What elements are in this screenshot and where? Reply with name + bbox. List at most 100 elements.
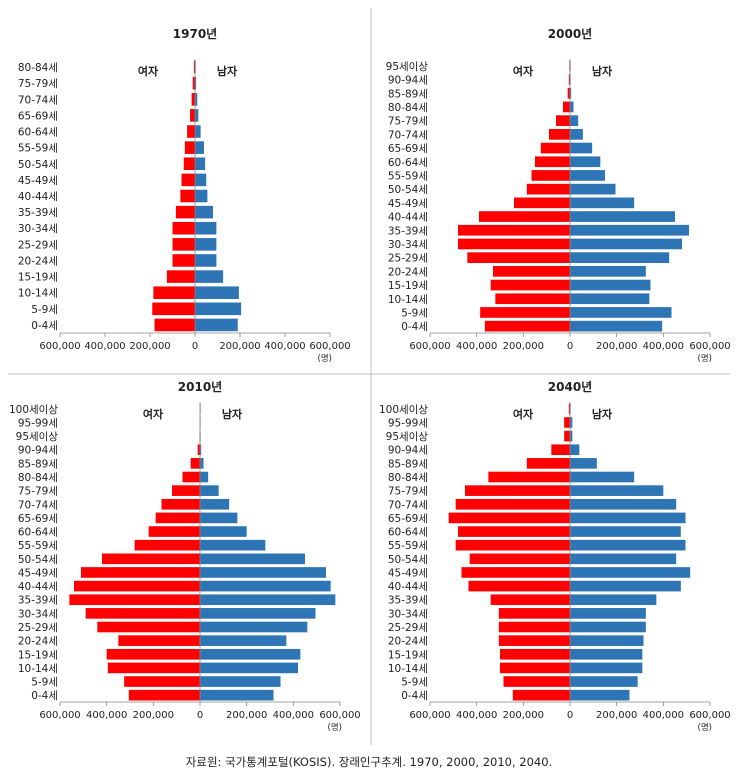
age-tick-label: 70-74세 — [388, 129, 428, 141]
x-tick-label: 200,000 — [133, 710, 174, 721]
male-bar — [195, 318, 238, 332]
female-bar — [484, 320, 570, 332]
female-bar — [172, 221, 195, 235]
male-bar — [570, 101, 574, 113]
pyramid-svg: 1970년 80-84세 75-79세 70-74세 65-69세 60-64세 55-59… — [18, 27, 351, 364]
male-bar — [570, 142, 593, 154]
x-tick-label: 0 — [567, 341, 573, 352]
source-note: 자료원: 국가통계포털(KOSIS). 장래인구추계. 1970, 2000, … — [185, 755, 553, 769]
male-bar — [570, 307, 672, 318]
male-bar — [570, 608, 646, 619]
x-tick-label: 400,000 — [86, 710, 127, 721]
unit-label: (명) — [698, 353, 712, 364]
male-bar — [200, 648, 301, 660]
female-label: 여자 — [143, 407, 164, 421]
female-bar — [500, 648, 570, 660]
x-tick-label: 200,000 — [596, 710, 637, 721]
age-tick-label: 10-14세 — [388, 663, 428, 675]
female-bar — [493, 266, 570, 277]
age-tick-label: 5-9세 — [401, 677, 428, 689]
male-bar — [200, 471, 209, 483]
age-tick-label: 0-4세 — [401, 321, 428, 333]
male-bar — [570, 430, 573, 442]
female-bar — [81, 567, 200, 578]
age-tick-label: 35-39세 — [388, 595, 428, 607]
female-bar — [191, 93, 195, 106]
x-tick-label: 400,000 — [456, 710, 497, 721]
female-bar — [74, 580, 200, 592]
female-bar — [128, 689, 200, 701]
female-bar — [184, 141, 195, 154]
age-tick-label: 80-84세 — [388, 472, 428, 484]
age-tick-label: 0-4세 — [401, 690, 428, 702]
age-tick-label: 75-79세 — [18, 78, 58, 90]
female-bar — [469, 553, 570, 565]
male-bar — [570, 580, 681, 592]
age-tick-label: 60-64세 — [388, 157, 428, 169]
female-bar — [467, 252, 570, 263]
male-bar — [570, 266, 646, 277]
male-bar — [570, 87, 572, 99]
age-tick-label: 50-54세 — [18, 554, 58, 566]
male-bar — [195, 221, 217, 235]
age-tick-label: 10-14세 — [18, 288, 58, 300]
female-bar — [155, 512, 200, 524]
male-bar — [200, 676, 281, 687]
age-tick-label: 55-59세 — [18, 540, 58, 552]
x-tick-label: 400,000 — [273, 710, 314, 721]
male-bar — [200, 580, 331, 592]
age-tick-label: 50-54세 — [388, 184, 428, 196]
female-bar — [465, 485, 570, 496]
male-bar — [200, 621, 308, 633]
male-bar — [195, 205, 213, 219]
age-tick-label: 80-84세 — [388, 102, 428, 114]
age-tick-label: 30-34세 — [388, 608, 428, 620]
female-bar — [448, 512, 570, 524]
unit-label: (명) — [318, 353, 332, 364]
age-tick-label: 65-69세 — [18, 110, 58, 122]
female-bar — [564, 417, 570, 428]
male-bar — [570, 129, 583, 140]
age-tick-label: 45-49세 — [18, 175, 58, 187]
female-bar — [490, 279, 570, 291]
female-bar — [152, 302, 195, 316]
female-bar — [563, 101, 570, 113]
male-label: 남자 — [222, 407, 243, 421]
male-bar — [570, 115, 579, 126]
female-bar — [531, 170, 570, 181]
female-bar — [458, 526, 570, 537]
age-tick-label: 40-44세 — [388, 212, 428, 224]
age-tick-label: 95-99세 — [18, 417, 58, 429]
male-bar — [570, 498, 677, 510]
male-bar — [570, 444, 580, 456]
male-bar — [570, 156, 601, 168]
x-tick-label: 600,000 — [409, 710, 450, 721]
male-bar — [200, 567, 326, 578]
female-bar — [526, 458, 570, 469]
male-bar — [200, 553, 305, 565]
male-bar — [200, 594, 336, 606]
female-bar — [480, 307, 570, 318]
age-tick-label: 100세이상 — [9, 404, 58, 416]
male-bar — [570, 252, 670, 263]
male-bar — [570, 170, 605, 181]
age-tick-label: 50-54세 — [18, 159, 58, 171]
male-bar — [195, 238, 217, 251]
male-bar — [570, 648, 643, 660]
male-bar — [570, 279, 651, 291]
age-tick-label: 40-44세 — [388, 581, 428, 593]
age-tick-label: 30-34세 — [388, 239, 428, 251]
male-bar — [570, 183, 616, 195]
male-bar — [195, 302, 242, 316]
male-bar — [200, 485, 219, 496]
age-tick-label: 25-29세 — [388, 253, 428, 265]
x-tick-label: 200,000 — [226, 710, 267, 721]
age-tick-label: 30-34세 — [18, 608, 58, 620]
female-bar — [567, 87, 570, 99]
female-bar — [172, 254, 195, 267]
male-bar — [570, 689, 630, 701]
panel-dividers — [8, 8, 730, 745]
female-bar — [468, 580, 570, 592]
female-bar — [69, 594, 200, 606]
male-bar — [195, 93, 198, 106]
